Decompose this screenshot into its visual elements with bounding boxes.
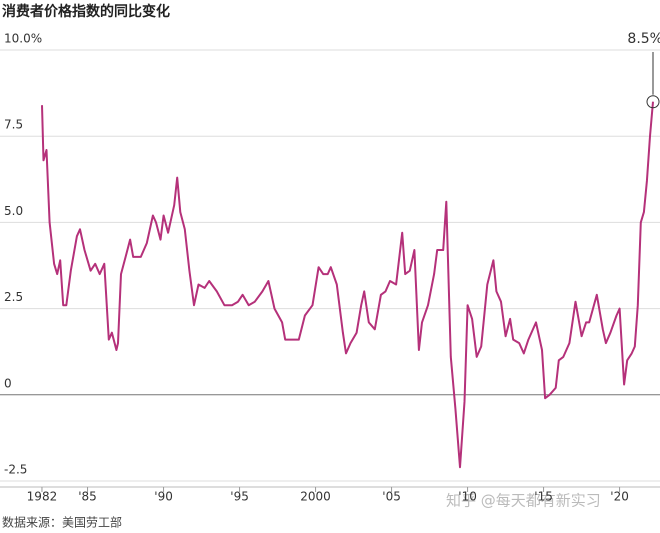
- x-tick-label: '90: [154, 490, 173, 504]
- x-tick-label: '85: [78, 490, 97, 504]
- annotation: 8.5%: [627, 31, 660, 47]
- y-tick-label: 10.0%: [4, 32, 42, 46]
- x-tick-label: '15: [534, 490, 553, 504]
- source: 数据来源：美国劳工部: [2, 515, 122, 530]
- x-tick-label: 2000: [300, 490, 331, 504]
- y-tick-label: 0: [4, 376, 12, 390]
- last-point: [646, 95, 660, 109]
- y-tick-label: 5.0: [4, 204, 23, 218]
- y-tick-label: 7.5: [4, 118, 23, 132]
- x-tick-label: '95: [230, 490, 249, 504]
- watermark: 知乎 @每天都有新实习: [446, 492, 601, 510]
- y-tick-label: 2.5: [4, 290, 23, 304]
- x-tick-label: '05: [382, 490, 401, 504]
- x-tick-label: '10: [458, 490, 477, 504]
- cpi-line: [41, 101, 654, 469]
- chart-title: 消费者价格指数的同比变化: [2, 3, 170, 20]
- x-tick-label: 1982: [27, 490, 58, 504]
- x-tick-label: '20: [610, 490, 629, 504]
- y-tick-label: -2.5: [4, 463, 27, 477]
